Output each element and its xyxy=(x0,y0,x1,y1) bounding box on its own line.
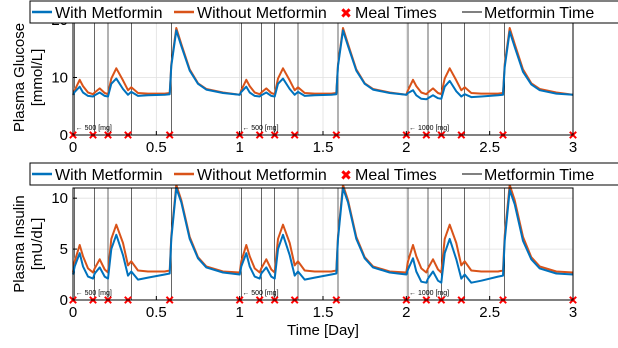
legend-label-metformin-time: Metformin Time xyxy=(484,5,594,22)
x-tick-label: 2 xyxy=(402,139,410,156)
x-tick-label: 2.5 xyxy=(479,304,500,321)
y-tick-label: 0 xyxy=(60,127,68,144)
legend-swatch-meal-times: ✖ xyxy=(340,5,352,21)
y-axis-label-line2: [mmol/L] xyxy=(29,49,46,107)
x-tick-label: 1.5 xyxy=(313,139,334,156)
y-axis-label-line1: Plasma Glucose xyxy=(11,23,28,132)
series-with-metformin xyxy=(72,29,574,101)
x-tick-label: 3 xyxy=(569,139,577,156)
series-without-metformin xyxy=(72,27,574,96)
dose-annotation: ← 500 [mg] xyxy=(76,290,112,297)
series-with-metformin xyxy=(72,187,574,284)
dose-annotation: ← 500 [mg] xyxy=(242,290,278,297)
x-tick-label: 0 xyxy=(69,139,77,156)
y-axis-label-line1: Plasma Insulin xyxy=(11,195,28,293)
legend-label-meal-times: Meal Times xyxy=(355,5,437,22)
x-tick-label: 0.5 xyxy=(146,139,167,156)
legend-box xyxy=(29,162,618,186)
x-tick-label: 1.5 xyxy=(313,304,334,321)
y-tick-label: 0 xyxy=(60,292,68,309)
x-tick-label: 0.5 xyxy=(146,304,167,321)
glucose-panel: ← 500 [mg] ← 500 [mg] ← 1000 [mg] 0 0.5 1 1.5 2… xyxy=(11,12,577,156)
series-without-metformin xyxy=(72,183,574,274)
legend-label-meal-times: Meal Times xyxy=(355,167,437,184)
dose-annotation: ← 1000 [mg] xyxy=(409,125,449,132)
legend-label-without-metformin: Without Metformin xyxy=(197,167,327,184)
insulin-panel: ← 500 [mg] ← 500 [mg] ← 1000 [mg] 0 0.5 1 1.5 2… xyxy=(11,183,577,339)
y-axis-label-line2: [mU/dL] xyxy=(29,218,46,271)
y-axis-label: Plasma Insulin [mU/dL] xyxy=(11,195,46,293)
x-tick-label: 0 xyxy=(69,304,77,321)
y-tick-label: 10 xyxy=(51,190,68,207)
y-tick-label: 10 xyxy=(51,70,68,87)
x-tick-label: 3 xyxy=(569,304,577,321)
dose-annotation: ← 500 [mg] xyxy=(76,125,112,132)
x-tick-label: 1 xyxy=(235,304,243,321)
legend-label-without-metformin: Without Metformin xyxy=(197,5,327,22)
x-tick-label: 2.5 xyxy=(479,139,500,156)
x-tick-label: 1 xyxy=(235,139,243,156)
y-axis-label: Plasma Glucose [mmol/L] xyxy=(11,23,46,132)
y-tick-label: 5 xyxy=(60,241,68,258)
dose-annotation: ← 500 [mg] xyxy=(242,125,278,132)
legend: With Metformin Without Metformin ✖ Meal Tim… xyxy=(29,162,618,186)
legend-label-with-metformin: With Metformin xyxy=(55,167,163,184)
legend-swatch-meal-times: ✖ xyxy=(340,167,352,183)
legend-box xyxy=(29,0,618,24)
legend: With Metformin Without Metformin ✖ Meal Tim… xyxy=(29,0,618,24)
dose-annotation: ← 1000 [mg] xyxy=(409,290,449,297)
x-axis-label: Time [Day] xyxy=(287,322,359,339)
legend-label-metformin-time: Metformin Time xyxy=(484,167,594,184)
x-tick-label: 2 xyxy=(402,304,410,321)
legend-label-with-metformin: With Metformin xyxy=(55,5,163,22)
